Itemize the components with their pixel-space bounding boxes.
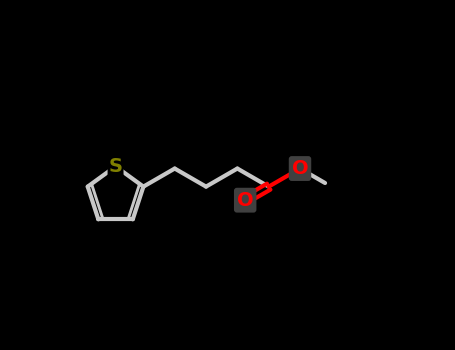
- Text: O: O: [237, 191, 253, 210]
- Text: O: O: [292, 159, 308, 178]
- Text: S: S: [109, 157, 122, 176]
